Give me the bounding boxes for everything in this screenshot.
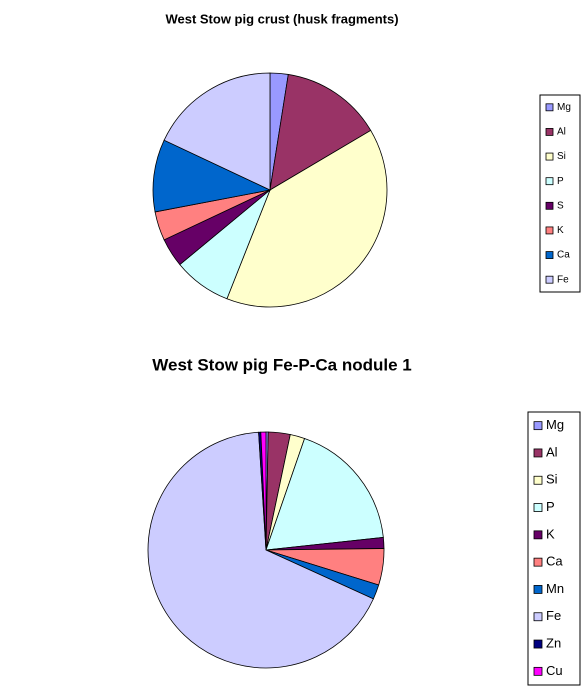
legend-swatch [545,103,554,112]
legend-label: P [546,499,555,514]
legend-swatch [545,275,554,284]
legend-swatch [545,152,554,161]
legend-swatch [533,530,543,540]
legend-swatch [545,177,554,186]
pie-slice [226,129,388,308]
legend-swatch [533,421,543,431]
legend-label: Ca [546,554,563,569]
legend-swatch [545,128,554,136]
legend-box [527,411,581,686]
chart-title: West Stow pig crust (husk fragments) [165,11,398,26]
legend-label: Si [557,151,566,162]
legend-label: Fe [557,274,569,285]
legend-label: Si [546,472,558,487]
legend-label: K [557,225,564,236]
legend-swatch [533,612,543,622]
legend-label: Ca [557,250,570,261]
pie-slice [147,431,374,669]
legend-swatch [545,226,554,235]
legend-label: Mn [546,581,564,596]
legend-swatch [533,639,543,649]
legend-label: K [546,526,555,541]
legend-label: Cu [546,663,563,678]
legend-swatch [545,251,554,259]
legend-swatch [545,201,554,210]
pie-slice [152,139,272,213]
legend-swatch [533,666,543,676]
legend-label: Fe [546,608,561,623]
legend-label: Al [546,444,558,459]
pie-slice [163,72,271,191]
legend-label: Mg [546,417,564,432]
legend-label: P [557,176,564,187]
legend-label: S [557,200,564,211]
legend-swatch [533,585,543,594]
chart-title: West Stow pig Fe-P-Ca nodule 1 [152,355,411,374]
legend-label: Al [557,127,566,138]
pie-slice [265,437,384,551]
legend-label: Zn [546,635,561,650]
legend-swatch [533,475,543,485]
legend-label: Mg [557,102,571,113]
legend-box [539,94,581,293]
legend-swatch [533,557,543,567]
pie-slice [260,431,267,551]
legend-swatch [533,448,543,458]
legend-swatch [533,503,543,512]
pie-slice [269,73,372,191]
